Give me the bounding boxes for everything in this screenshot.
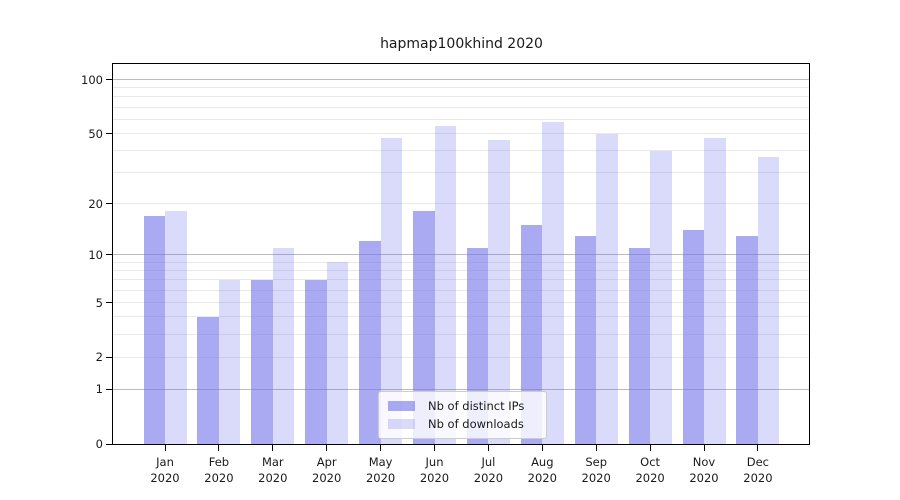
bar-nb-of-downloads-jul	[488, 139, 510, 444]
y-tick-1	[106, 388, 112, 390]
y-tick-label-2: 2	[95, 350, 103, 365]
y-tick-20	[106, 203, 112, 205]
x-tick-jul	[487, 445, 489, 451]
x-tick-label-jul: Jul 2020	[473, 455, 504, 485]
minor-gridline	[113, 96, 809, 98]
minor-gridline	[113, 269, 809, 271]
legend-label-downloads: Nb of downloads	[428, 417, 524, 431]
legend-swatch-downloads	[388, 419, 415, 429]
y-tick-2	[106, 356, 112, 358]
bar-nb-of-distinct-ips-jan	[143, 215, 165, 444]
minor-gridline	[113, 87, 809, 89]
bar-nb-of-downloads-sep	[596, 133, 618, 444]
y-tick-label-50: 50	[88, 126, 103, 141]
bar-nb-of-downloads-feb	[218, 279, 241, 444]
bar-nb-of-distinct-ips-oct	[628, 247, 651, 444]
minor-gridline	[113, 279, 809, 281]
bar-nb-of-distinct-ips-jun	[413, 211, 435, 444]
y-tick-label-1: 1	[95, 382, 103, 397]
x-tick-apr	[326, 445, 328, 451]
legend: Nb of distinct IPs Nb of downloads	[378, 391, 547, 439]
x-tick-label-jun: Jun 2020	[419, 455, 450, 485]
x-tick-label-mar: Mar 2020	[258, 455, 288, 485]
y-tick-0	[106, 443, 112, 445]
major-gridline	[113, 388, 809, 390]
legend-swatch-distinct-ips	[388, 401, 415, 411]
bar-nb-of-distinct-ips-mar	[251, 279, 273, 444]
x-tick-label-dec: Dec 2020	[743, 455, 773, 485]
bar-nb-of-downloads-nov	[704, 138, 726, 444]
x-tick-sep	[595, 445, 597, 451]
minor-gridline	[113, 302, 809, 303]
y-tick-label-10: 10	[88, 247, 103, 262]
minor-gridline	[113, 150, 809, 152]
minor-gridline	[113, 106, 809, 108]
x-tick-label-may: May 2020	[365, 455, 396, 485]
minor-gridline	[113, 133, 809, 135]
minor-gridline	[113, 203, 809, 205]
major-gridline	[113, 79, 809, 81]
x-tick-label-feb: Feb 2020	[204, 455, 234, 485]
bar-nb-of-downloads-jan	[165, 211, 187, 444]
legend-label-distinct-ips: Nb of distinct IPs	[428, 399, 525, 413]
x-tick-label-sep: Sep 2020	[581, 455, 611, 485]
x-tick-jun	[434, 445, 435, 451]
y-tick-100	[106, 79, 112, 81]
y-tick-label-5: 5	[95, 295, 103, 310]
legend-item-distinct-ips: Nb of distinct IPs	[388, 398, 536, 414]
bar-nb-of-distinct-ips-dec	[736, 235, 758, 444]
chart-title: hapmap100khind 2020	[380, 36, 543, 52]
minor-gridline	[113, 172, 809, 174]
x-tick-mar	[272, 445, 274, 451]
bar-nb-of-downloads-apr	[326, 262, 349, 444]
legend-item-downloads: Nb of downloads	[388, 416, 536, 432]
y-tick-label-0: 0	[95, 437, 103, 451]
bar-nb-of-distinct-ips-apr	[305, 279, 327, 444]
minor-gridline	[113, 118, 809, 120]
y-tick-label-100: 100	[81, 72, 103, 87]
x-tick-may	[380, 445, 382, 451]
minor-gridline	[113, 356, 809, 358]
x-tick-nov	[703, 445, 705, 451]
plot-area: Jan 2020 Feb 2020 Mar 2020 Apr 2020 May 2020…	[81, 63, 810, 485]
bar-nb-of-downloads-aug	[542, 122, 564, 444]
x-tick-label-apr: Apr 2020	[312, 455, 342, 485]
bar-nb-of-distinct-ips-may	[359, 241, 381, 444]
x-tick-aug	[541, 445, 543, 451]
bar-nb-of-distinct-ips-feb	[197, 316, 219, 444]
x-tick-label-aug: Aug 2020	[527, 455, 557, 485]
bar-nb-of-downloads-oct	[650, 150, 672, 444]
bar-nb-of-downloads-dec	[757, 156, 780, 444]
y-tick-label-20: 20	[88, 196, 103, 211]
bar-nb-of-distinct-ips-sep	[574, 235, 597, 444]
minor-gridline	[113, 316, 809, 318]
x-tick-feb	[218, 445, 220, 451]
bar-nb-of-distinct-ips-aug	[520, 225, 543, 444]
y-tick-5	[106, 302, 112, 303]
x-tick-label-oct: Oct 2020	[635, 455, 665, 485]
y-tick-10	[106, 254, 112, 256]
minor-gridline	[113, 289, 809, 291]
minor-gridline	[113, 261, 809, 263]
minor-gridline	[113, 334, 809, 336]
x-tick-label-nov: Nov 2020	[689, 455, 719, 485]
x-tick-label-jan: Jan 2020	[150, 455, 180, 485]
bar-nb-of-downloads-mar	[272, 247, 295, 444]
y-tick-50	[106, 133, 112, 135]
x-tick-jan	[164, 445, 166, 451]
x-tick-dec	[757, 445, 759, 451]
x-tick-oct	[649, 445, 651, 451]
major-gridline	[113, 254, 809, 256]
bar-nb-of-downloads-may	[380, 138, 403, 444]
bar-nb-of-distinct-ips-nov	[682, 230, 704, 444]
bar-nb-of-downloads-jun	[434, 126, 456, 444]
